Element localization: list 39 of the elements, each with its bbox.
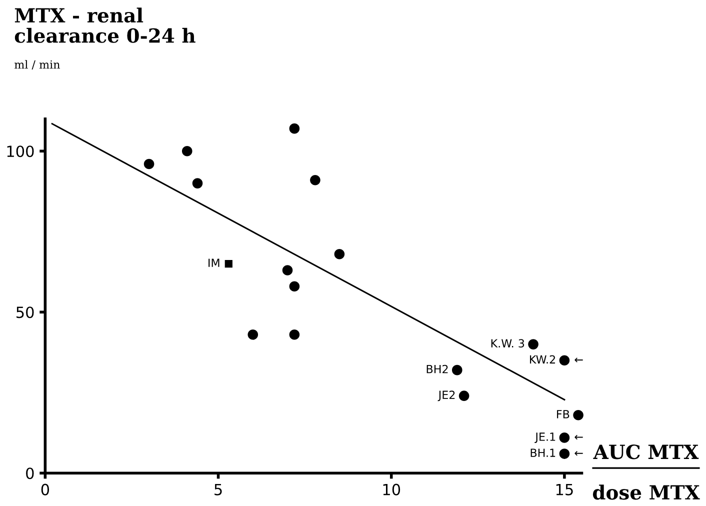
annotation: K.W. 3 — [491, 339, 524, 348]
point — [573, 410, 584, 420]
point — [192, 178, 203, 188]
point — [282, 265, 293, 276]
point — [144, 158, 154, 170]
annotation: JE2 — [438, 390, 455, 402]
x-tick-label: 10 — [383, 484, 400, 496]
point — [559, 432, 570, 443]
point — [559, 355, 570, 366]
text: ml / min — [14, 60, 60, 70]
annotation: FB — [557, 410, 570, 418]
point — [248, 330, 258, 340]
annotation: BH2 — [426, 364, 448, 374]
y-tick-label: 100 — [7, 146, 34, 158]
y-tick-label: 0 — [26, 468, 34, 480]
point — [224, 260, 232, 268]
point — [334, 249, 345, 260]
y-axis-title: MTX - renal clearance 0-24 h — [14, 8, 196, 43]
point — [452, 364, 462, 376]
y-tick-label: 50 — [16, 306, 34, 318]
x-tick-label: 0 — [41, 484, 50, 496]
annotation: ← — [574, 434, 583, 440]
annotation: BH.1 — [530, 448, 556, 457]
annotation: IM — [208, 258, 220, 267]
x-tick-label: 15 — [556, 484, 573, 496]
annotation: ← — [574, 450, 583, 456]
point — [310, 174, 320, 186]
point — [289, 330, 300, 340]
x-tick-label: 5 — [214, 484, 222, 496]
point — [182, 146, 192, 156]
annotation: ← — [574, 358, 583, 362]
point — [289, 281, 300, 292]
point — [559, 448, 570, 459]
point — [458, 390, 470, 401]
point — [528, 339, 538, 350]
text: AUC MTX dose MTX — [592, 444, 700, 500]
annotation: JE.1 — [534, 432, 556, 443]
point — [289, 123, 300, 134]
annotation: KW.2 — [530, 355, 555, 364]
